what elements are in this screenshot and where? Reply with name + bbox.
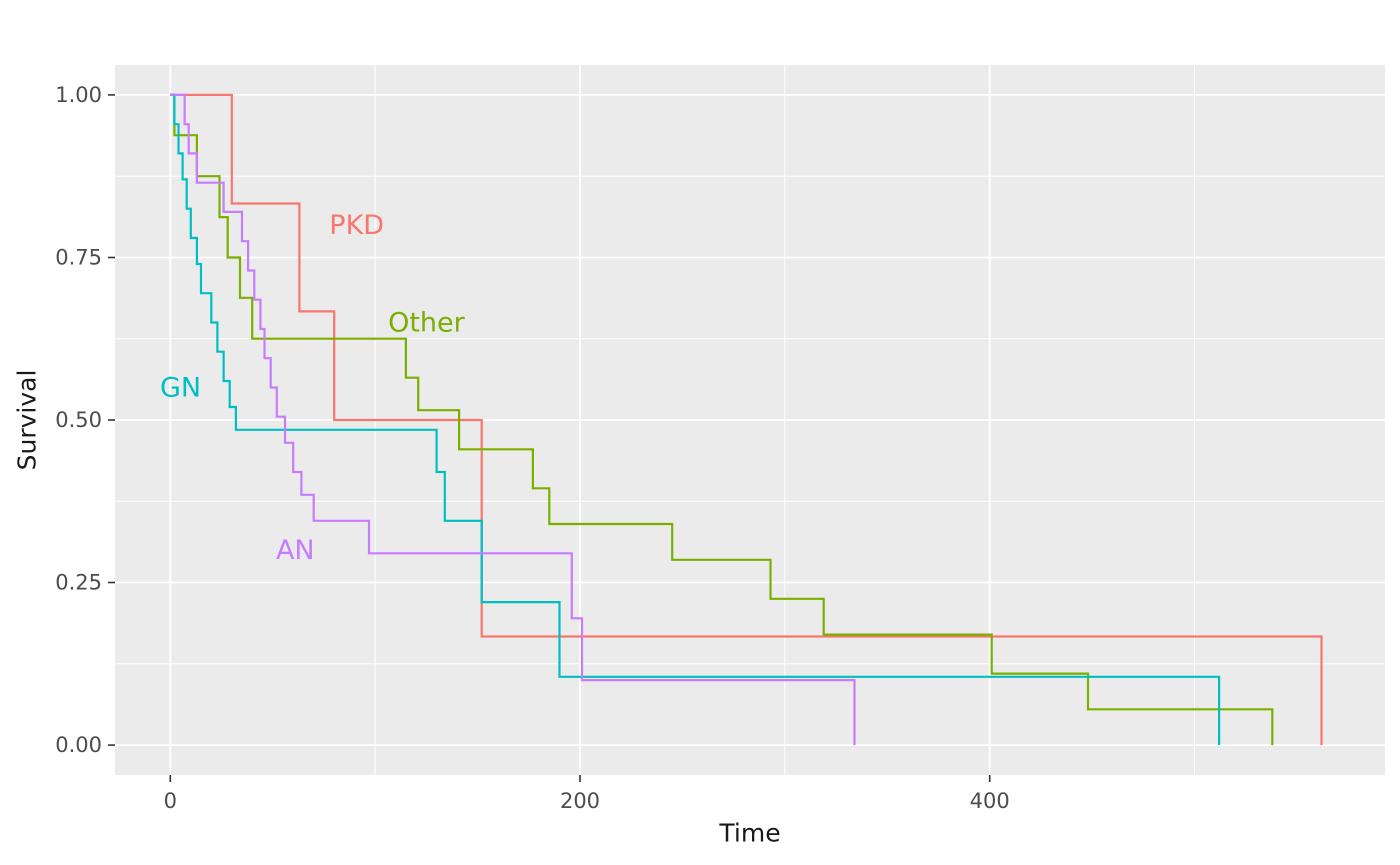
y-tick-label: 0.75 bbox=[55, 246, 102, 270]
y-tick-label: 1.00 bbox=[55, 83, 102, 107]
curve-label-gn: GN bbox=[160, 373, 201, 404]
x-tick-label: 400 bbox=[970, 789, 1010, 813]
series-line-pkd bbox=[170, 93, 1323, 746]
y-tick-label: 0.00 bbox=[55, 733, 102, 757]
y-axis-tick-labels: 0.00 0.25 0.50 0.75 1.00 bbox=[55, 83, 102, 757]
curve-label-other: Other bbox=[388, 308, 466, 339]
series-line-other bbox=[170, 93, 1274, 746]
axis-tick-marks bbox=[108, 94, 991, 782]
major-gridlines bbox=[115, 65, 1385, 775]
x-axis-tick-labels: 0 200 400 bbox=[164, 789, 1010, 813]
curve-label-pkd: PKD bbox=[329, 210, 384, 241]
series-line-an bbox=[170, 93, 856, 746]
y-tick-label: 0.50 bbox=[55, 408, 102, 432]
x-tick-label: 0 bbox=[164, 789, 177, 813]
x-axis-title: Time bbox=[719, 818, 781, 848]
x-tick-label: 200 bbox=[560, 789, 600, 813]
curve-label-an: AN bbox=[276, 535, 315, 566]
series-line-gn bbox=[170, 93, 1221, 746]
y-tick-label: 0.25 bbox=[55, 571, 102, 595]
y-axis-title: Survival bbox=[12, 369, 42, 471]
